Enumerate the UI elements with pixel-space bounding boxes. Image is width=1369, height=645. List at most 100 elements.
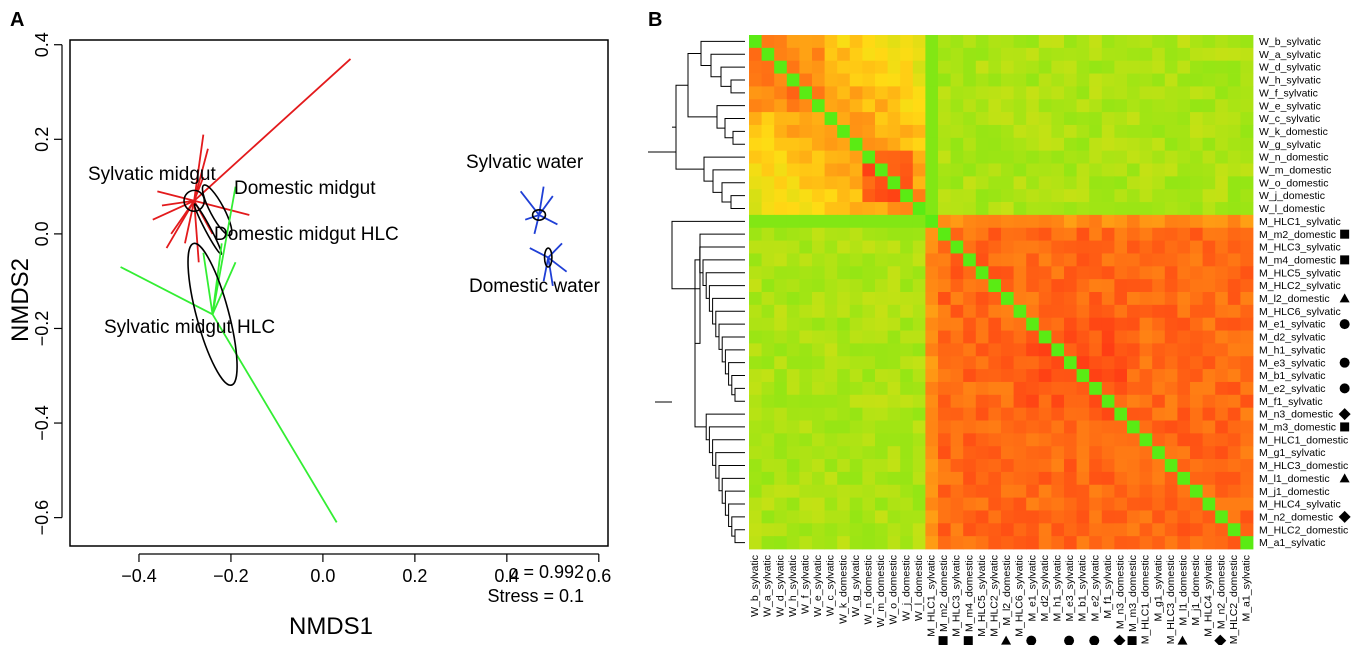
heatmap-cell bbox=[1190, 73, 1203, 87]
heatmap-cell bbox=[812, 35, 825, 49]
heatmap-cell bbox=[1001, 497, 1014, 511]
heatmap-cell bbox=[1177, 356, 1191, 370]
heatmap-cell bbox=[1190, 536, 1203, 550]
heatmap-cell bbox=[1164, 73, 1178, 87]
heatmap-cell bbox=[912, 189, 926, 203]
heatmap-cell bbox=[1190, 459, 1203, 473]
heatmap-cell bbox=[761, 35, 775, 49]
heatmap-cell bbox=[1202, 189, 1216, 203]
heatmap-cell bbox=[1127, 369, 1140, 383]
heatmap-cell bbox=[849, 356, 863, 370]
heatmap-cell bbox=[975, 202, 989, 216]
heatmap-cell bbox=[1013, 369, 1027, 383]
heatmap-cell bbox=[887, 446, 901, 460]
heatmap-cell bbox=[761, 446, 775, 460]
heatmap-cell bbox=[1190, 317, 1203, 331]
heatmap-cell bbox=[824, 317, 838, 331]
heatmap-cell bbox=[849, 292, 863, 306]
heatmap-cell bbox=[749, 137, 762, 152]
heatmap-cell bbox=[950, 150, 964, 164]
heatmap-cell bbox=[1127, 497, 1140, 511]
heatmap-cell bbox=[1076, 356, 1090, 370]
heatmap-cell bbox=[887, 459, 901, 473]
heatmap-cell bbox=[975, 60, 989, 74]
heatmap-cell bbox=[1114, 214, 1128, 229]
heatmap-cell bbox=[988, 330, 1002, 344]
heatmap-cell bbox=[925, 163, 939, 177]
heatmap-cell bbox=[799, 523, 813, 537]
dendrogram-branch bbox=[728, 362, 745, 386]
heatmap-cell bbox=[1026, 394, 1040, 409]
heatmap-cell bbox=[1013, 214, 1027, 229]
heatmap-cell bbox=[1164, 150, 1178, 164]
heatmap-cell bbox=[988, 176, 1002, 190]
heatmap-cell bbox=[812, 86, 825, 100]
heatmap-cell bbox=[1202, 112, 1216, 126]
heatmap-cell bbox=[1240, 536, 1254, 550]
heatmap-cell bbox=[1051, 497, 1065, 511]
heatmap-cell bbox=[975, 343, 989, 357]
heatmap-cell bbox=[749, 304, 762, 319]
heatmap-cell bbox=[1202, 227, 1216, 241]
heatmap-cell bbox=[1038, 137, 1052, 152]
heatmap-cell bbox=[812, 381, 825, 396]
heatmap-cell bbox=[812, 510, 825, 524]
heatmap-cell bbox=[1064, 150, 1077, 164]
heatmap-cell bbox=[975, 266, 989, 280]
heatmap-cell bbox=[1139, 446, 1153, 460]
heatmap-cell bbox=[875, 536, 888, 550]
heatmap-cell bbox=[1127, 124, 1140, 139]
heatmap-cell bbox=[1089, 523, 1103, 537]
heatmap-cell bbox=[1089, 356, 1103, 370]
heatmap-cell bbox=[786, 407, 800, 421]
heatmap-cell bbox=[988, 266, 1002, 280]
heatmap-cell bbox=[1139, 137, 1153, 152]
heatmap-cell bbox=[875, 124, 888, 139]
heatmap-cell bbox=[1164, 369, 1178, 383]
heatmap-cell bbox=[862, 446, 876, 460]
heatmap-cell bbox=[938, 484, 951, 498]
y-axis-label: NMDS2 bbox=[7, 258, 34, 342]
heatmap-cell bbox=[749, 73, 762, 87]
heatmap-cell bbox=[912, 35, 926, 49]
heatmap-cell bbox=[1051, 343, 1065, 357]
col-marker-square bbox=[963, 636, 973, 645]
heatmap-cell bbox=[887, 369, 901, 383]
heatmap-cell bbox=[988, 150, 1002, 164]
heatmap-cell bbox=[1202, 86, 1216, 100]
heatmap-cell bbox=[887, 266, 901, 280]
heatmap-cell bbox=[1076, 433, 1090, 447]
spider-segment bbox=[547, 257, 554, 287]
heatmap-cell bbox=[799, 214, 813, 229]
heatmap-cell bbox=[912, 433, 926, 447]
heatmap-cell bbox=[1089, 292, 1103, 306]
stat-stress: Stress = 0.1 bbox=[487, 586, 584, 606]
heatmap-cell bbox=[1051, 317, 1065, 331]
heatmap-cell bbox=[887, 536, 901, 550]
heatmap-cell bbox=[1114, 381, 1128, 396]
heatmap-cell bbox=[761, 459, 775, 473]
spider-segment bbox=[538, 195, 554, 216]
heatmap-cell bbox=[875, 420, 888, 434]
heatmap-cell bbox=[1152, 99, 1166, 113]
heatmap-cell bbox=[1202, 523, 1216, 537]
heatmap-cell bbox=[1114, 471, 1128, 486]
heatmap-cell bbox=[963, 433, 977, 447]
row-label: W_e_sylvatic bbox=[1259, 100, 1321, 112]
heatmap-cell bbox=[812, 536, 825, 550]
heatmap-cell bbox=[900, 163, 914, 177]
heatmap-cell bbox=[1190, 304, 1203, 319]
heatmap-cell bbox=[1190, 407, 1203, 421]
heatmap-cell bbox=[749, 497, 762, 511]
heatmap-cell bbox=[862, 459, 876, 473]
heatmap-cell bbox=[1177, 137, 1191, 152]
heatmap-cell bbox=[1127, 35, 1140, 49]
heatmap-col-labels: W_b_sylvatic W_a_sylvatic W_d_sylvatic W_h_… bbox=[749, 555, 1252, 645]
heatmap-cell bbox=[1026, 484, 1040, 498]
heatmap-cell bbox=[1177, 381, 1191, 396]
heatmap-cell bbox=[912, 446, 926, 460]
heatmap-cell bbox=[799, 407, 813, 421]
spider-segment bbox=[542, 257, 550, 282]
heatmap-cell bbox=[1190, 99, 1203, 113]
heatmap-cell bbox=[812, 433, 825, 447]
